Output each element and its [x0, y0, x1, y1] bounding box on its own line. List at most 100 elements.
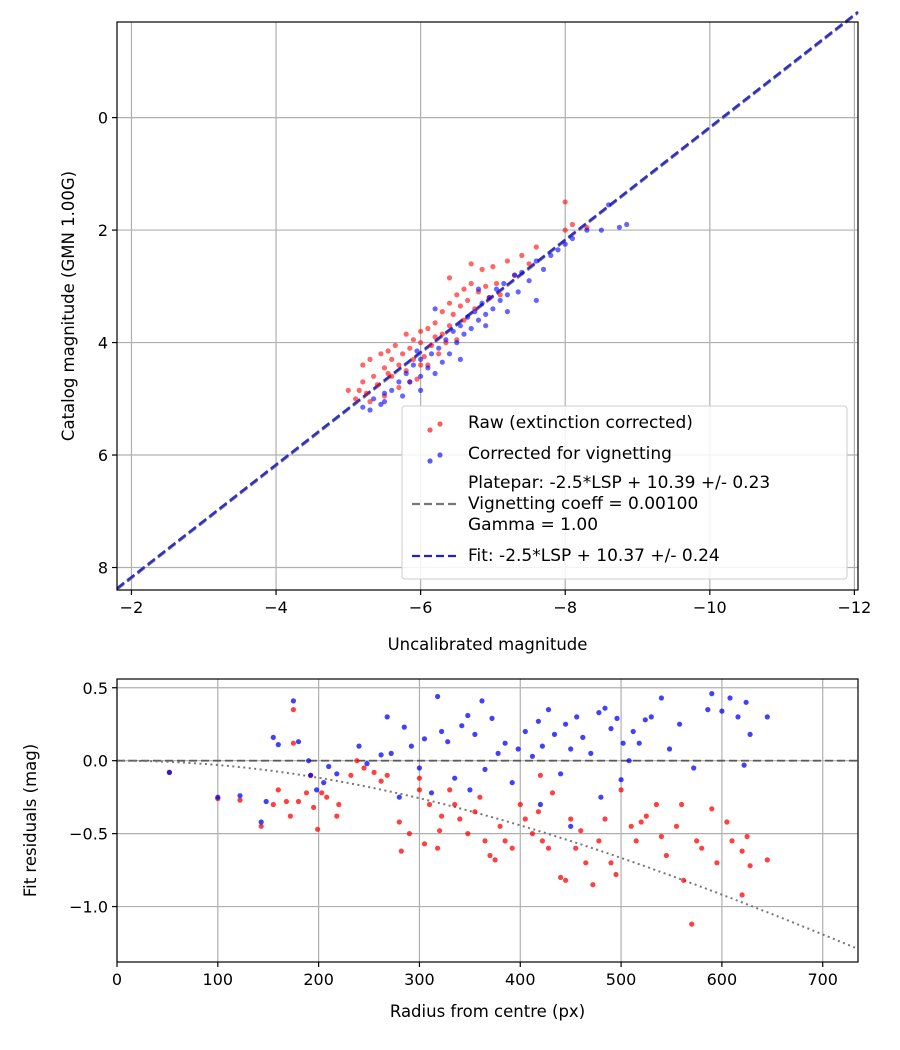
corrected-point	[401, 724, 407, 730]
corrected-point	[334, 771, 340, 777]
corrected-point	[416, 765, 422, 771]
corrected-point	[535, 718, 542, 724]
raw-point	[535, 809, 542, 815]
raw-point	[432, 320, 438, 326]
raw-point	[336, 801, 342, 808]
x-tick-label: −12	[838, 598, 872, 617]
corrected-point	[389, 387, 395, 393]
raw-point	[529, 831, 536, 837]
corrected-point	[263, 798, 269, 805]
corrected-point	[614, 715, 620, 722]
raw-point	[638, 819, 644, 825]
legend-marker	[427, 427, 433, 433]
x-tick-label: −10	[693, 598, 727, 617]
legend-label: Corrected for vignetting	[468, 444, 672, 464]
corrected-point	[360, 404, 366, 410]
raw-point	[435, 845, 441, 851]
raw-point	[533, 244, 539, 250]
raw-point	[608, 860, 614, 866]
raw-point	[739, 892, 745, 898]
x-tick-label: 600	[707, 970, 738, 989]
corrected-point	[461, 331, 467, 337]
fit-line	[116, 10, 859, 590]
raw-point	[258, 823, 264, 829]
raw-point	[558, 874, 564, 881]
corrected-point	[439, 728, 445, 735]
corrected-point	[743, 699, 749, 705]
corrected-point	[414, 348, 420, 354]
top-y-axis-ticks: 0 2 4 6 8	[98, 109, 117, 578]
corrected-point	[432, 306, 438, 312]
corrected-point	[598, 794, 604, 800]
corrected-point	[321, 780, 327, 786]
corrected-point	[452, 775, 458, 781]
corrected-point	[630, 728, 636, 735]
raw-point	[400, 351, 406, 357]
magnitude-calibration-chart: −2 −4 −6 −8 −10 −12 0 2 4 6 8 Uncalibrated magnit…	[59, 10, 872, 654]
y-tick-label: −1.0	[69, 898, 108, 917]
corrected-point	[540, 266, 547, 272]
bottom-grid	[116, 679, 858, 962]
raw-point	[483, 283, 489, 289]
corrected-point	[479, 698, 485, 704]
y-tick-label: 0	[98, 109, 108, 128]
corrected-point	[511, 272, 518, 278]
top-points	[345, 199, 630, 413]
raw-point	[385, 348, 391, 354]
corrected-point	[403, 370, 409, 377]
raw-point	[446, 300, 453, 306]
y-tick-label: 8	[98, 559, 108, 578]
corrected-point	[636, 740, 642, 746]
raw-point	[418, 340, 424, 346]
raw-point	[406, 831, 412, 837]
legend-marker	[437, 421, 443, 427]
corrected-point	[428, 351, 435, 357]
corrected-point	[270, 734, 276, 741]
corrected-point	[457, 323, 463, 329]
raw-point	[295, 798, 302, 805]
corrected-point	[522, 728, 528, 735]
raw-point	[287, 813, 293, 819]
raw-point	[487, 852, 493, 859]
raw-point	[613, 871, 619, 878]
raw-point	[747, 863, 753, 869]
corrected-point	[396, 794, 402, 800]
corrected-point	[306, 758, 312, 764]
corrected-point	[539, 743, 546, 749]
raw-point	[673, 823, 680, 829]
raw-point	[414, 376, 420, 382]
corrected-point	[467, 787, 473, 793]
legend-marker	[437, 452, 443, 458]
raw-point	[421, 841, 428, 847]
raw-point	[324, 794, 330, 800]
corrected-point	[483, 323, 489, 329]
legend-marker	[427, 458, 433, 464]
corrected-point	[568, 746, 574, 752]
bottom-y-axis-label: Fit residuals (mag)	[21, 744, 40, 897]
corrected-point	[472, 731, 478, 738]
corrected-point	[443, 337, 449, 343]
corrected-point	[515, 289, 521, 295]
x-tick-label: −4	[264, 598, 288, 617]
vignetting-curve	[117, 759, 859, 950]
legend-label: Gamma = 1.00	[468, 515, 598, 535]
raw-point	[461, 286, 467, 292]
legend-label: Raw (extinction corrected)	[468, 413, 693, 433]
raw-point	[418, 362, 424, 368]
raw-point	[367, 356, 373, 362]
raw-point	[421, 354, 427, 360]
corrected-point	[747, 731, 753, 738]
raw-point	[348, 772, 354, 778]
corrected-point	[568, 823, 574, 829]
corrected-point	[648, 714, 654, 720]
raw-point	[568, 816, 574, 822]
x-tick-label: −2	[120, 598, 144, 617]
corrected-point	[435, 693, 441, 700]
corrected-point	[529, 753, 536, 759]
raw-point	[465, 831, 471, 837]
y-tick-label: 4	[98, 334, 108, 353]
corrected-point	[378, 752, 384, 758]
raw-point	[385, 370, 391, 377]
corrected-point	[215, 794, 221, 800]
corrected-point	[450, 328, 456, 334]
